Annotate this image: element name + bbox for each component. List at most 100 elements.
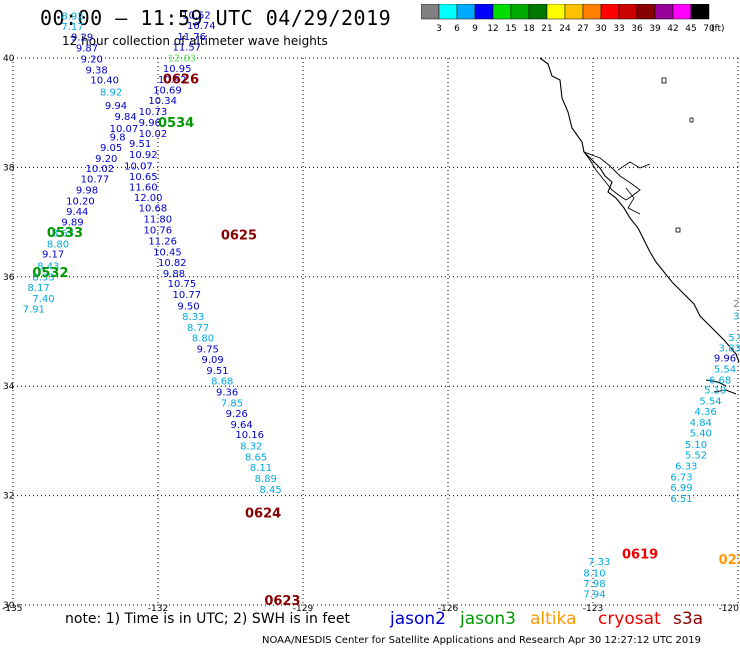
wave-height-value: 9.64: [231, 420, 253, 431]
wave-height-value: 10.74: [187, 21, 216, 32]
latitude-tick-label: 38: [3, 163, 15, 173]
legend-altika: altika: [530, 609, 577, 629]
wave-height-value: 7.85: [221, 398, 243, 409]
wave-height-value: 9.20: [81, 54, 103, 65]
longitude-tick-label: -123: [583, 604, 603, 614]
wave-height-color-scale: 3 6 9 12 15 18 21 24 27 30 33 36 39 42 45 70(ft): [421, 4, 725, 34]
latitude-tick-label: 40: [3, 54, 15, 64]
wave-height-value: 11.60: [129, 182, 158, 193]
wave-height-value: 7.98: [583, 579, 605, 590]
wave-height-value: 12.03: [168, 53, 197, 64]
wave-height-value: 10.07: [110, 124, 139, 135]
coastline: [539, 57, 740, 395]
san-francisco-bay: [582, 151, 641, 201]
wave-height-value: 8.33: [182, 312, 204, 323]
wave-height-value: 5.52: [685, 450, 707, 461]
wave-height-value: 10.82: [158, 258, 187, 269]
pass-time-label: 0623: [264, 594, 300, 609]
wave-height-value: 8.68: [211, 377, 233, 388]
wave-height-value: 6.33: [675, 461, 697, 472]
credit-line: NOAA/NESDIS Center for Satellite Applica…: [262, 635, 701, 646]
wave-height-value: 5.54: [714, 365, 736, 376]
wave-height-value: 9.89: [61, 217, 83, 228]
wave-height-value: 9.44: [66, 207, 88, 218]
legend-jason2: jason2: [390, 609, 446, 629]
wave-height-value: 8.80: [47, 239, 69, 250]
scale-label: 70: [703, 24, 715, 34]
wave-height-value: 10.77: [173, 290, 202, 301]
wave-height-value: 8.10: [583, 569, 605, 580]
pass-time-label: 0625: [221, 229, 257, 244]
wave-height-value: 8.11: [250, 463, 272, 474]
wave-height-value: 3.85: [733, 311, 740, 322]
wave-height-value: 9.29: [71, 32, 93, 43]
scale-label: 12: [487, 24, 498, 34]
wave-height-value: 9.17: [42, 250, 64, 261]
wave-height-value: 9.84: [115, 112, 137, 123]
longitude-tick-label: -135: [2, 604, 22, 614]
wave-height-value: 8.17: [28, 283, 50, 294]
wave-height-value: 8.32: [240, 442, 262, 453]
wave-height-value: 5.54: [699, 396, 721, 407]
scale-label: 18: [523, 24, 535, 34]
wave-height-value: 8.45: [260, 485, 282, 496]
longitude-tick-label: -126: [438, 604, 459, 614]
wave-height-value: 9.36: [216, 387, 238, 398]
scale-label: 39: [649, 24, 661, 34]
wave-height-value: 10.02: [86, 164, 115, 175]
note-text: note: 1) Time is in UTC; 2) SWH is in fe…: [65, 611, 351, 627]
scale-label: 15: [505, 24, 516, 34]
wave-height-value: 9.96: [139, 118, 161, 129]
wave-height-value: 10.68: [139, 204, 168, 215]
wave-height-value: 11.80: [144, 215, 173, 226]
wave-height-value: 6.51: [670, 494, 692, 505]
latitude-tick-label: 34: [3, 382, 15, 392]
axis-labels: -135 -132 -129 -126 -123 -120 40 38 36 34 32 30: [2, 54, 739, 614]
wave-height-value: 10.34: [148, 96, 177, 107]
wave-height-value: 8.33: [32, 273, 54, 284]
wave-height-value: 3.83: [719, 344, 740, 355]
wave-height-value: 5.90: [728, 333, 740, 344]
wave-height-value: 6.99: [670, 483, 692, 494]
map-subtitle: 12 hour collection of altimeter wave hei…: [62, 34, 328, 48]
wave-height-value: 10.77: [81, 175, 110, 186]
scale-label: 21: [541, 24, 552, 34]
wave-height-value: 6.73: [670, 472, 692, 483]
wave-height-value: 6.68: [709, 375, 731, 386]
pass-time-label: 0533: [47, 226, 83, 241]
pass-time-label: 0619: [622, 548, 658, 563]
legend-cryosat: cryosat: [598, 609, 661, 629]
latitude-tick-label: 30: [3, 601, 15, 611]
legend-jason3: jason3: [460, 609, 516, 629]
wave-height-value: 9.96: [714, 354, 736, 365]
wave-height-value: 11.57: [173, 42, 202, 53]
wave-height-value: 5.10: [685, 440, 707, 451]
scale-label: 6: [454, 24, 460, 34]
wave-height-observations: 8.927.179.299.879.209.3810.408.929.949.8…: [23, 11, 740, 601]
wave-height-value: 10.69: [153, 86, 182, 97]
wave-height-value: 8.80: [192, 333, 214, 344]
wave-height-value: 11.76: [177, 32, 206, 43]
lake-outline: [661, 77, 667, 84]
pass-time-labels: 0626 0534 0533 0532 0625 0624 0623 0619 0223: [32, 73, 740, 609]
wave-height-value: 7.91: [23, 304, 45, 315]
wave-height-value: 12.00: [134, 193, 163, 204]
wave-height-value: 8.77: [187, 323, 209, 334]
california-coastline: [539, 57, 740, 363]
channel-islands: [705, 379, 737, 395]
wave-height-value: 8.92: [61, 12, 83, 23]
wave-height-value: 10.95: [163, 64, 192, 75]
lat-lon-grid: [12, 57, 739, 606]
scale-label: 30: [595, 24, 607, 34]
map-title: 00:00 – 11:59 UTC 04/29/2019: [40, 6, 392, 30]
wave-height-value: 10.76: [144, 226, 173, 237]
wave-height-value: 5.19: [704, 385, 726, 396]
scale-label: 45: [685, 24, 696, 34]
wave-height-value: 9.09: [202, 355, 224, 366]
scale-label: 3: [436, 24, 442, 34]
wave-height-value: 7.40: [32, 294, 54, 305]
scale-label: 36: [631, 24, 643, 34]
pass-time-label: 0534: [158, 116, 194, 131]
wave-height-value: 7.17: [61, 22, 83, 33]
